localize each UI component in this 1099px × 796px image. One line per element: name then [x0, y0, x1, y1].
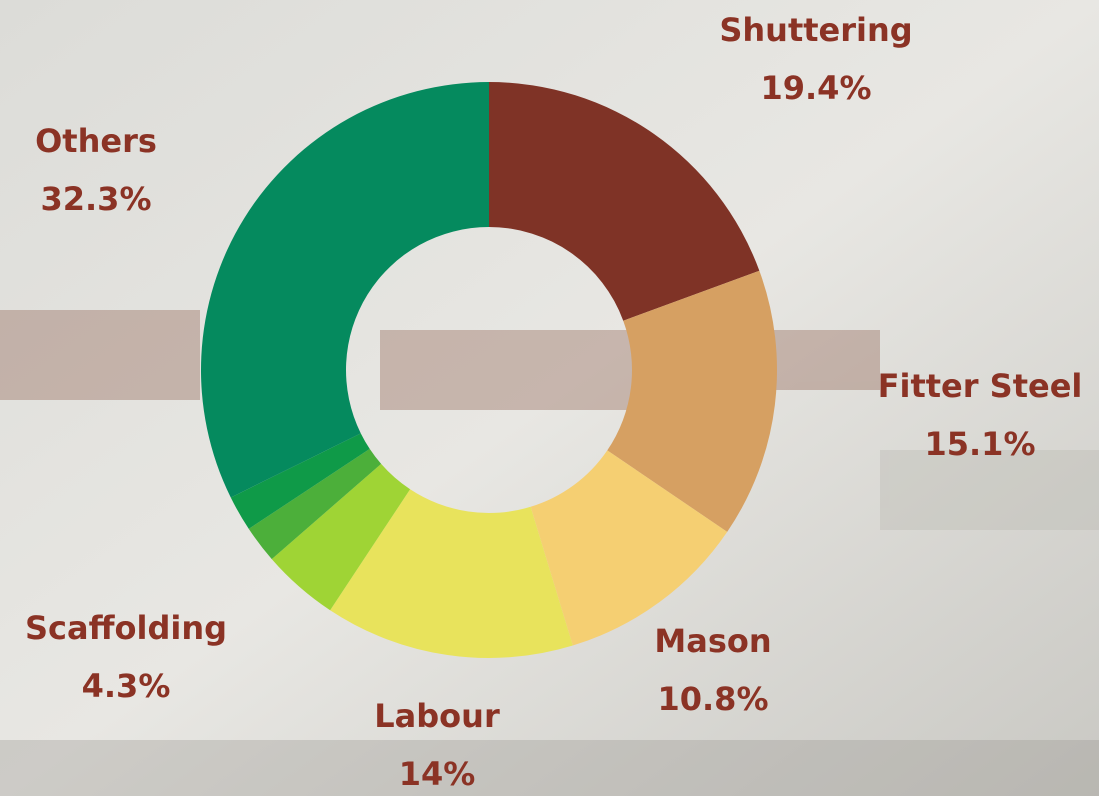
- slice: [271, 463, 411, 611]
- slice: [607, 270, 777, 532]
- slice-value: 10.8%: [657, 680, 768, 718]
- slice: [248, 448, 382, 560]
- slice-label: Mason: [654, 622, 771, 660]
- slice: [230, 433, 370, 529]
- slice: [489, 82, 760, 321]
- slice-value: 19.4%: [760, 69, 871, 107]
- slice: [530, 450, 728, 646]
- slice-label: Labour: [374, 697, 500, 735]
- slice-value: 32.3%: [40, 180, 151, 218]
- slice: [330, 489, 573, 659]
- slice-label: Shuttering: [719, 11, 912, 49]
- slice-label: Others: [35, 122, 157, 160]
- slice-value: 14%: [399, 755, 476, 793]
- slice: [200, 82, 489, 498]
- slice-label: Scaffolding: [25, 609, 227, 647]
- slice-value: 4.3%: [82, 667, 171, 705]
- slice-value: 15.1%: [924, 425, 1035, 463]
- brick-texture: [0, 310, 1099, 796]
- slice-label: Fitter Steel: [878, 367, 1083, 405]
